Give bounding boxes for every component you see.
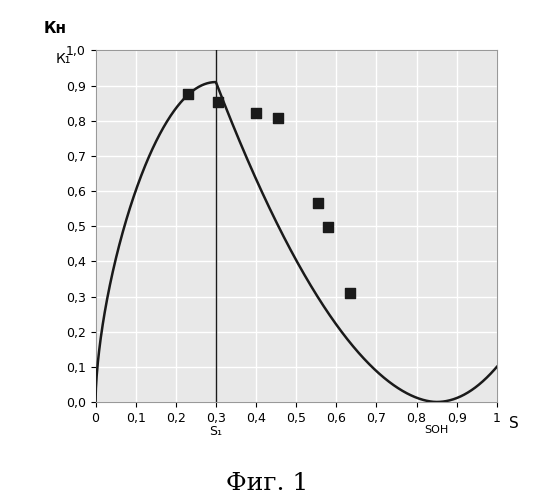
- Text: S₁: S₁: [209, 425, 222, 438]
- Point: [324, 223, 333, 231]
- Point: [252, 109, 260, 117]
- Point: [346, 289, 355, 297]
- Text: SОН: SОН: [425, 425, 449, 435]
- Text: Фиг. 1: Фиг. 1: [226, 472, 308, 495]
- Point: [274, 114, 282, 122]
- Point: [214, 98, 222, 106]
- Text: S: S: [509, 416, 519, 431]
- Text: Кн: Кн: [43, 22, 66, 36]
- Point: [184, 90, 192, 98]
- Text: К₁: К₁: [56, 52, 70, 66]
- Point: [314, 200, 323, 207]
